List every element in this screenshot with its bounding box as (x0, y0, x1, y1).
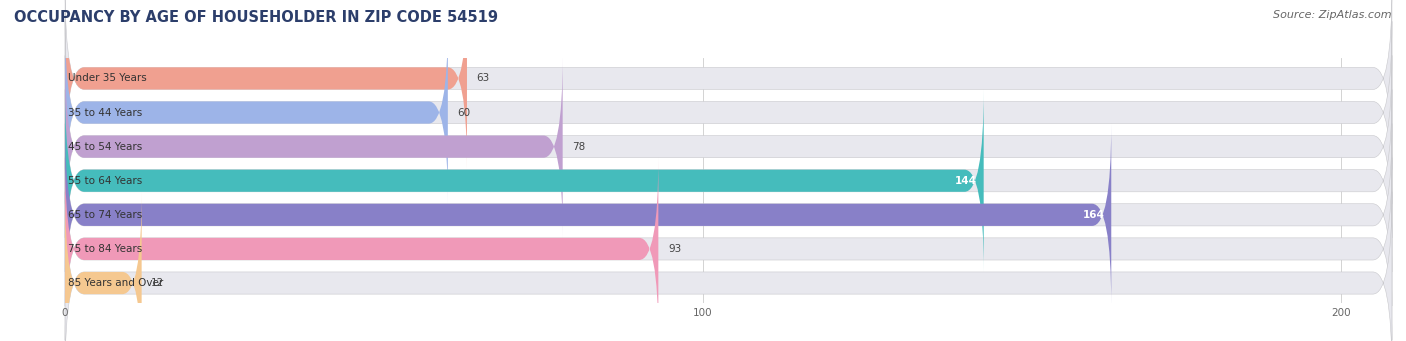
FancyBboxPatch shape (65, 21, 449, 204)
FancyBboxPatch shape (65, 0, 467, 169)
Text: 45 to 54 Years: 45 to 54 Years (69, 142, 142, 152)
FancyBboxPatch shape (65, 56, 1392, 238)
Text: 60: 60 (457, 107, 471, 118)
FancyBboxPatch shape (65, 192, 142, 341)
Text: 85 Years and Over: 85 Years and Over (69, 278, 163, 288)
Text: 75 to 84 Years: 75 to 84 Years (69, 244, 142, 254)
Text: OCCUPANCY BY AGE OF HOUSEHOLDER IN ZIP CODE 54519: OCCUPANCY BY AGE OF HOUSEHOLDER IN ZIP C… (14, 10, 498, 25)
Text: 144: 144 (955, 176, 977, 186)
FancyBboxPatch shape (65, 56, 562, 238)
Text: 63: 63 (477, 73, 489, 84)
Text: 55 to 64 Years: 55 to 64 Years (69, 176, 142, 186)
FancyBboxPatch shape (65, 158, 658, 340)
FancyBboxPatch shape (65, 124, 1392, 306)
FancyBboxPatch shape (65, 158, 1392, 340)
Text: Source: ZipAtlas.com: Source: ZipAtlas.com (1274, 10, 1392, 20)
Text: 78: 78 (572, 142, 585, 152)
FancyBboxPatch shape (65, 192, 1392, 341)
Text: 12: 12 (152, 278, 165, 288)
Text: 93: 93 (668, 244, 681, 254)
Text: 35 to 44 Years: 35 to 44 Years (69, 107, 142, 118)
Text: 65 to 74 Years: 65 to 74 Years (69, 210, 142, 220)
FancyBboxPatch shape (65, 89, 984, 272)
FancyBboxPatch shape (65, 89, 1392, 272)
FancyBboxPatch shape (65, 21, 1392, 204)
FancyBboxPatch shape (65, 0, 1392, 169)
Text: Under 35 Years: Under 35 Years (69, 73, 148, 84)
Text: 164: 164 (1083, 210, 1105, 220)
FancyBboxPatch shape (65, 124, 1111, 306)
